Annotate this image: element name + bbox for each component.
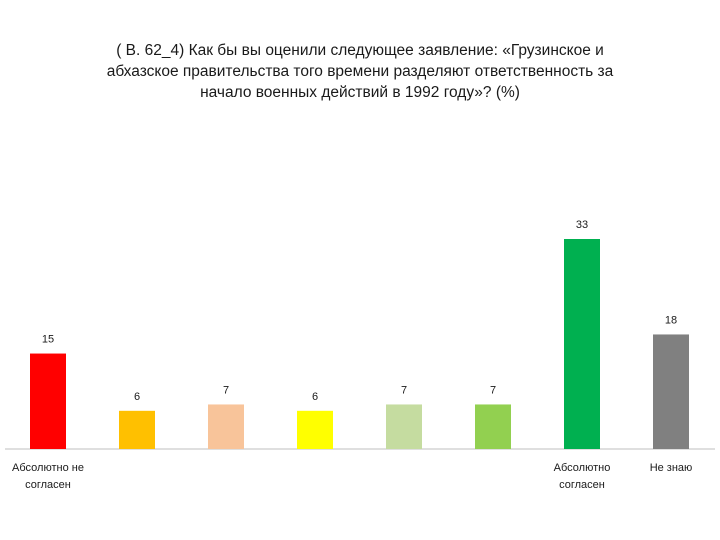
category-label-1-line-2: согласен	[25, 479, 71, 491]
bar-6	[475, 404, 511, 449]
bar-5	[386, 404, 422, 449]
bar-8	[653, 334, 689, 449]
value-labels-group: 15 6 7 6 7 7 33 18	[42, 219, 677, 403]
title-line-2: абхазское правительства того времени раз…	[106, 63, 614, 80]
value-label-2: 6	[134, 391, 140, 403]
bar-1	[30, 353, 66, 449]
value-label-5: 7	[401, 384, 407, 396]
bars-group	[30, 239, 689, 449]
bar-4	[297, 410, 333, 449]
chart-title: ( В. 62_4) Как бы вы оценили следующее з…	[40, 40, 680, 103]
title-line-3: начало военных действий в 1992 году»? (%…	[200, 84, 520, 101]
bar-2	[119, 410, 155, 449]
category-label-1-line-1: Абсолютно не	[12, 462, 84, 474]
value-label-7: 33	[576, 219, 588, 231]
bar-7	[564, 239, 600, 449]
bar-3	[208, 404, 244, 449]
category-label-7-line-1: Абсолютно	[554, 462, 611, 474]
value-label-3: 7	[223, 384, 229, 396]
value-label-8: 18	[665, 314, 677, 326]
value-label-6: 7	[490, 384, 496, 396]
category-labels-group: Абсолютно не согласен Абсолютно согласен Не …	[12, 462, 692, 491]
category-label-8-line-1: Не знаю	[650, 462, 693, 474]
value-label-4: 6	[312, 391, 318, 403]
value-label-1: 15	[42, 334, 54, 346]
title-line-1: ( В. 62_4) Как бы вы оценили следующее з…	[116, 42, 604, 59]
category-label-7-line-2: согласен	[559, 479, 605, 491]
